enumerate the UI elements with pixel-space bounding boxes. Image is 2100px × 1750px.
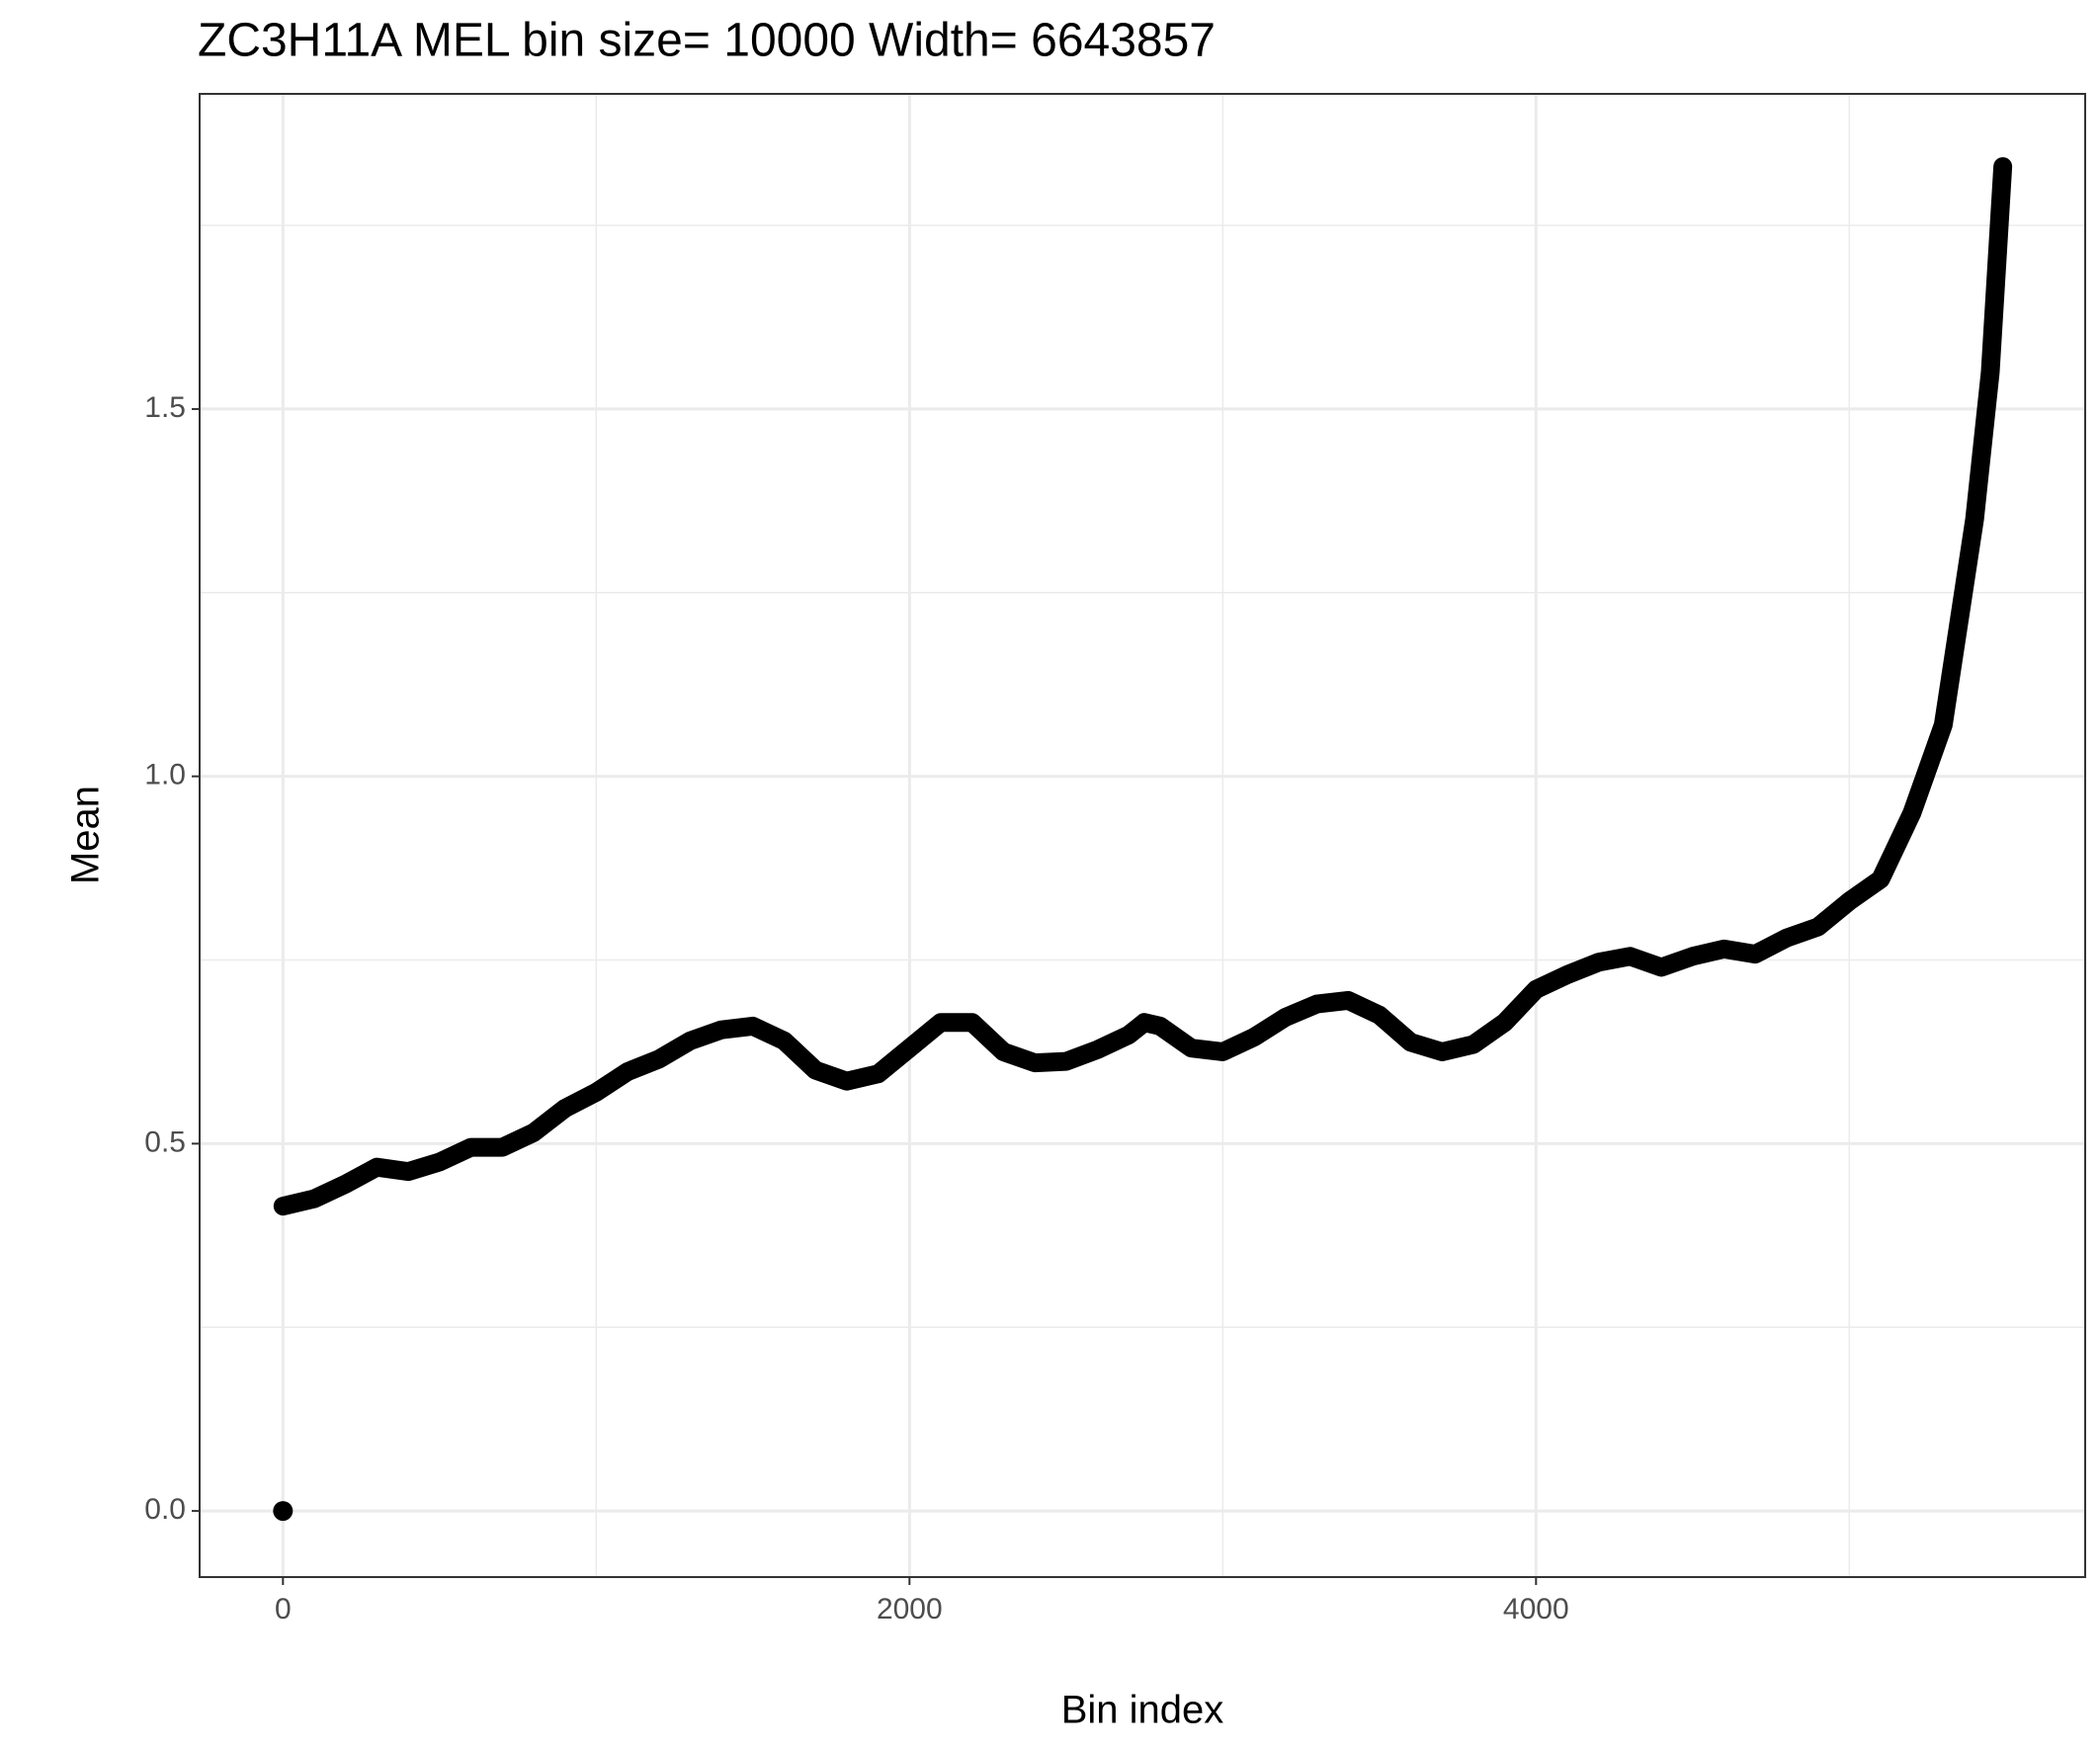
x-tick-label: 4000 — [1503, 1593, 1569, 1625]
x-tick-label: 2000 — [877, 1593, 943, 1625]
y-tick-label: 0.5 — [144, 1125, 186, 1158]
x-axis-label: Bin index — [1061, 1689, 1224, 1732]
y-tick-label: 0.0 — [144, 1493, 186, 1526]
y-axis-label: Mean — [64, 786, 108, 884]
point — [273, 1501, 294, 1522]
y-tick-label: 1.0 — [144, 759, 186, 792]
plot-border — [199, 93, 2086, 1578]
chart-title: ZC3H11A MEL bin size= 10000 Width= 66438… — [198, 15, 1216, 67]
y-tick-label: 1.5 — [144, 391, 186, 424]
x-tick-label: 0 — [275, 1593, 292, 1625]
series-line — [273, 157, 2013, 1216]
